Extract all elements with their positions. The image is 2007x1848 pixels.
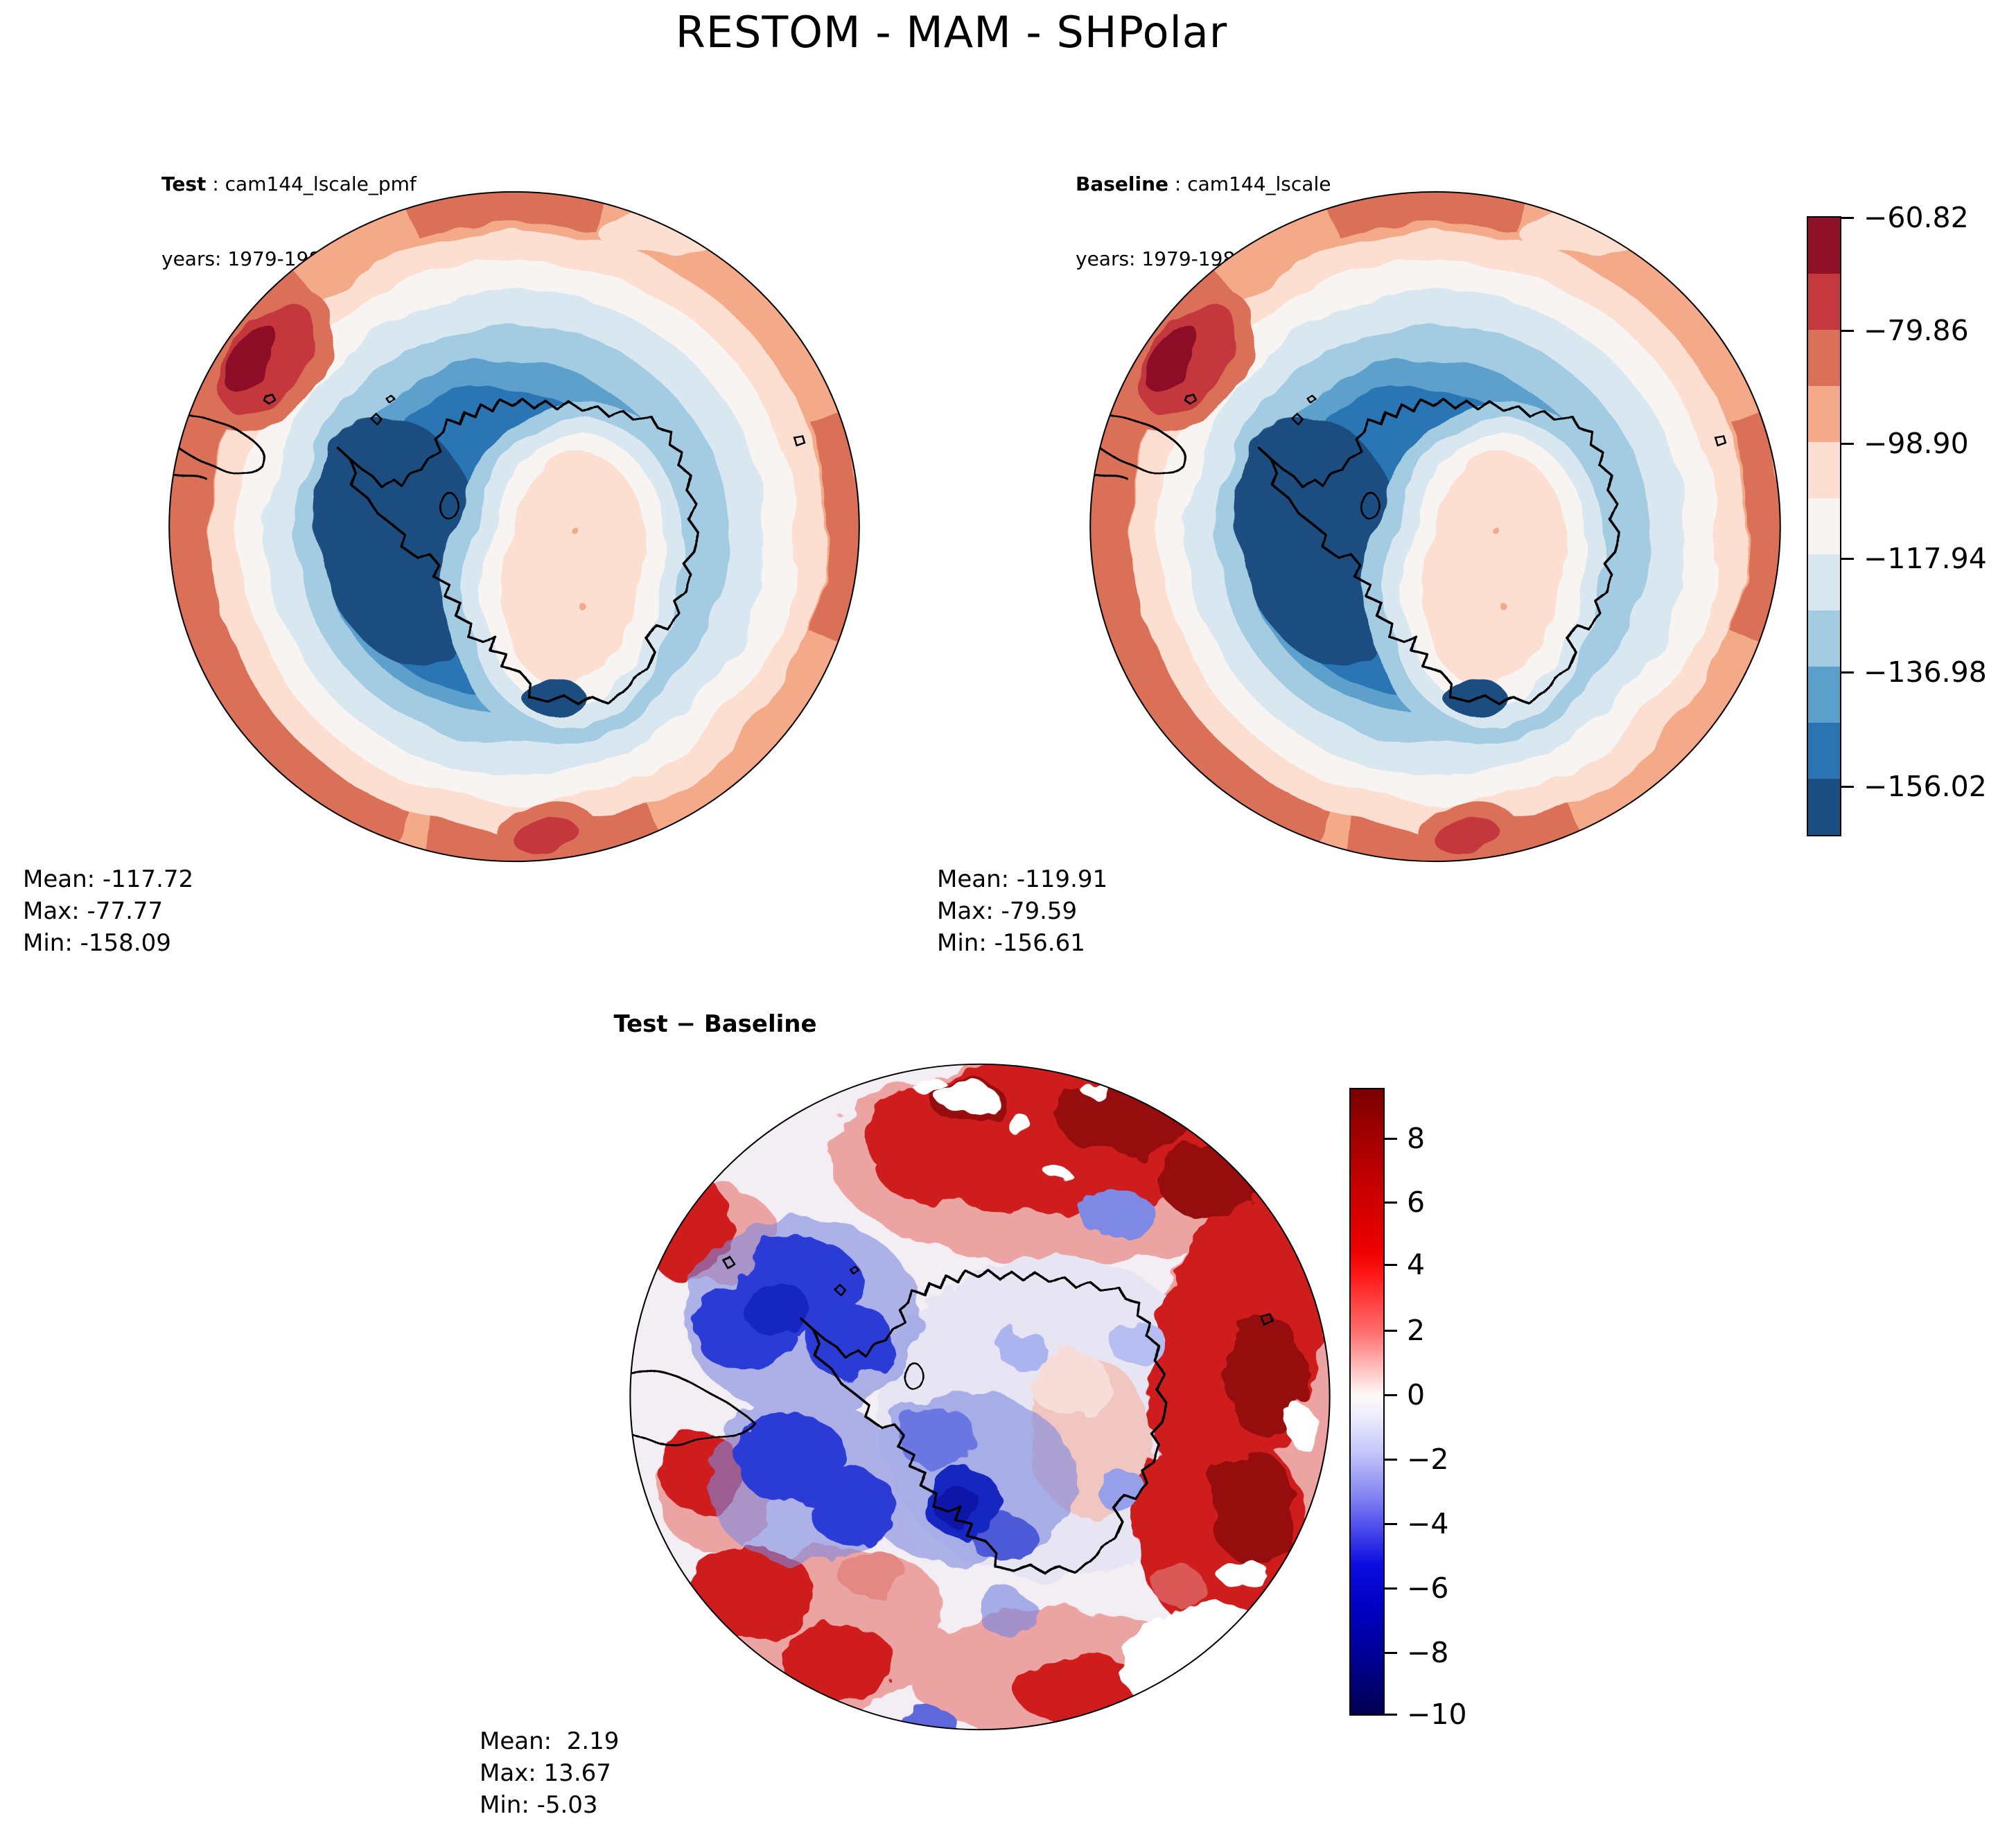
diff-colorbar-ticks: 8 6 4 2 0 −2 −4 −6 −8 −10: [1385, 1088, 1537, 1731]
tick-mark: [1385, 1651, 1397, 1654]
colorbar-segment: [1808, 274, 1840, 330]
colorbar-tick: −79.86: [1841, 314, 1969, 347]
tick-mark: [1841, 216, 1854, 219]
tick-mark: [1841, 557, 1854, 560]
test-map: [161, 184, 867, 869]
tick-mark: [1385, 1137, 1397, 1140]
tick-mark: [1385, 1263, 1397, 1266]
tick-label: −10: [1407, 1698, 1467, 1731]
tick-label: −79.86: [1864, 314, 1969, 347]
tick-label: −117.94: [1864, 542, 1987, 575]
test-run-name: Test : cam144_lscale_pmf: [161, 172, 417, 197]
test-label-bold: Test: [161, 173, 207, 195]
colorbar-tick: −6: [1385, 1572, 1448, 1605]
colorbar-tick: 6: [1385, 1186, 1425, 1219]
colorbar-tick: −4: [1385, 1507, 1448, 1540]
colorbar-tick: −8: [1385, 1636, 1448, 1669]
test-stats: Mean: -117.72 Max: -77.77 Min: -158.09: [23, 863, 193, 959]
tick-mark: [1385, 1201, 1397, 1204]
tick-label: −98.90: [1864, 427, 1969, 460]
colorbar-segment: [1808, 667, 1840, 723]
test-label-rest: : cam144_lscale_pmf: [206, 173, 417, 195]
colorbar-tick: 0: [1385, 1378, 1425, 1411]
tick-label: −8: [1407, 1636, 1449, 1669]
tick-label: 8: [1407, 1122, 1426, 1155]
colorbar-segment: [1808, 442, 1840, 498]
tick-label: −136.98: [1864, 655, 1987, 689]
tick-mark: [1385, 1458, 1397, 1461]
test-mean: Mean: -117.72: [23, 865, 194, 893]
diff-mean: Mean: 2.19: [480, 1727, 620, 1755]
tick-mark: [1841, 442, 1854, 445]
colorbar-tick: −117.94: [1841, 542, 1987, 575]
tick-label: −2: [1407, 1443, 1449, 1476]
colorbar-tick: 8: [1385, 1122, 1425, 1155]
tick-mark: [1385, 1522, 1397, 1525]
tick-label: −156.02: [1864, 770, 1987, 803]
diff-min: Min: -5.03: [480, 1791, 598, 1819]
baseline-min: Min: -156.61: [937, 929, 1085, 957]
tick-label: 2: [1407, 1314, 1426, 1347]
diff-colorbar: [1349, 1088, 1385, 1716]
tick-label: −6: [1407, 1572, 1449, 1605]
colorbar-tick: −10: [1385, 1698, 1467, 1731]
test-panel-label: Test : cam144_lscale_pmf years: 1979-198…: [161, 122, 417, 297]
colorbar-segment: [1808, 554, 1840, 610]
tick-mark: [1841, 671, 1854, 674]
baseline-label-bold: Baseline: [1076, 173, 1169, 195]
main-colorbar-ticks: −60.82 −79.86 −98.90 −117.94 −136.98 −15…: [1841, 201, 2007, 836]
colorbar-segment: [1808, 498, 1840, 554]
diff-stats: Mean: 2.19 Max: 13.67 Min: -5.03: [480, 1725, 619, 1821]
colorbar-tick: −156.02: [1841, 770, 1987, 803]
figure-title: RESTOM - MAM - SHPolar: [675, 7, 1228, 58]
baseline-max: Max: -79.59: [937, 897, 1078, 925]
colorbar-segment: [1808, 610, 1840, 667]
baseline-run-name: Baseline : cam144_lscale: [1076, 172, 1331, 197]
tick-label: 4: [1407, 1248, 1426, 1281]
colorbar-tick: −98.90: [1841, 427, 1969, 460]
tick-mark: [1841, 785, 1854, 788]
test-min: Min: -158.09: [23, 929, 171, 957]
tick-mark: [1385, 1393, 1397, 1396]
diff-map: [622, 1057, 1338, 1737]
diff-max: Max: 13.67: [480, 1759, 611, 1787]
colorbar-tick: 4: [1385, 1248, 1425, 1281]
baseline-map: [1083, 184, 1788, 869]
colorbar-segment: [1808, 386, 1840, 442]
tick-label: 0: [1407, 1378, 1426, 1411]
tick-label: 6: [1407, 1186, 1426, 1219]
diff-panel-title: Test − Baseline: [613, 1010, 817, 1038]
colorbar-segment: [1808, 779, 1840, 835]
colorbar-tick: −2: [1385, 1443, 1448, 1476]
tick-mark: [1385, 1713, 1397, 1716]
colorbar-tick: 2: [1385, 1314, 1425, 1347]
colorbar-segment: [1808, 218, 1840, 274]
colorbar-segment: [1808, 723, 1840, 779]
tick-mark: [1385, 1587, 1397, 1590]
test-max: Max: -77.77: [23, 897, 164, 925]
colorbar-segment: [1808, 330, 1840, 386]
baseline-label-rest: : cam144_lscale: [1168, 173, 1331, 195]
baseline-stats: Mean: -119.91 Max: -79.59 Min: -156.61: [937, 863, 1107, 959]
colorbar-tick: −136.98: [1841, 655, 1987, 689]
colorbar-tick: −60.82: [1841, 201, 1969, 234]
tick-mark: [1841, 329, 1854, 332]
baseline-mean: Mean: -119.91: [937, 865, 1108, 893]
tick-label: −60.82: [1864, 201, 1969, 234]
main-colorbar: [1807, 216, 1841, 836]
tick-label: −4: [1407, 1507, 1449, 1540]
tick-mark: [1385, 1329, 1397, 1332]
